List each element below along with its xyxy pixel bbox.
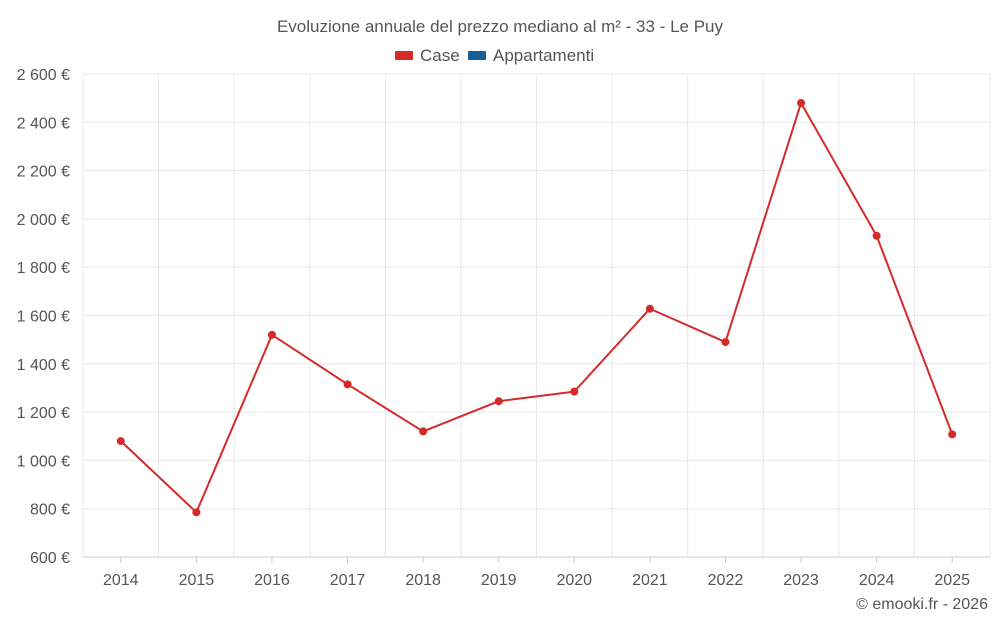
x-tick-label: 2014 [103, 572, 139, 589]
y-tick-label: 2 000 € [17, 212, 70, 229]
series-case [116, 98, 957, 517]
data-point[interactable] [645, 304, 654, 313]
y-tick-label: 1 600 € [17, 309, 70, 326]
x-tick-label: 2016 [254, 572, 290, 589]
credit-text: © emooki.fr - 2026 [856, 596, 988, 613]
legend[interactable]: Case Appartamenti [395, 46, 594, 65]
x-tick-label: 2020 [556, 572, 592, 589]
legend-swatch-appartamenti[interactable] [468, 51, 486, 60]
data-point[interactable] [267, 330, 276, 339]
x-tick-label: 2024 [859, 572, 895, 589]
y-tick-label: 1 800 € [17, 260, 70, 277]
y-tick-label: 2 600 € [17, 67, 70, 84]
data-point[interactable] [948, 430, 957, 439]
y-tick-label: 600 € [30, 550, 70, 567]
data-point[interactable] [419, 427, 428, 436]
y-tick-label: 1 400 € [17, 357, 70, 374]
x-tick-label: 2017 [330, 572, 366, 589]
x-tick-label: 2025 [934, 572, 970, 589]
x-tick-label: 2019 [481, 572, 517, 589]
y-tick-label: 800 € [30, 502, 70, 519]
y-tick-label: 2 200 € [17, 164, 70, 181]
series-line-case [120, 101, 954, 514]
data-point[interactable] [721, 338, 730, 347]
data-point[interactable] [872, 231, 881, 240]
chart-title: Evoluzione annuale del prezzo mediano al… [277, 17, 724, 36]
data-point[interactable] [116, 437, 125, 446]
y-tick-label: 2 400 € [17, 115, 70, 132]
x-tick-label: 2018 [405, 572, 441, 589]
data-point[interactable] [797, 98, 806, 107]
data-point[interactable] [343, 380, 352, 389]
legend-label-case[interactable]: Case [420, 46, 460, 65]
data-point[interactable] [192, 508, 201, 517]
legend-swatch-case[interactable] [395, 51, 413, 60]
y-tick-label: 1 000 € [17, 453, 70, 470]
legend-label-appartamenti[interactable]: Appartamenti [493, 46, 594, 65]
y-tick-label: 1 200 € [17, 405, 70, 422]
x-tick-label: 2022 [708, 572, 744, 589]
x-tick-label: 2023 [783, 572, 819, 589]
data-point[interactable] [494, 397, 503, 406]
y-axis: 600 € 800 € 1 000 € 1 200 € 1 400 € 1 600 € 1 … [17, 67, 70, 567]
data-point[interactable] [570, 387, 579, 396]
grid [82, 73, 991, 557]
x-tick-label: 2021 [632, 572, 668, 589]
x-axis: 2014 2015 2016 2017 2018 2019 2020 2021 2022 2023… [83, 556, 990, 589]
x-tick-label: 2015 [179, 572, 215, 589]
